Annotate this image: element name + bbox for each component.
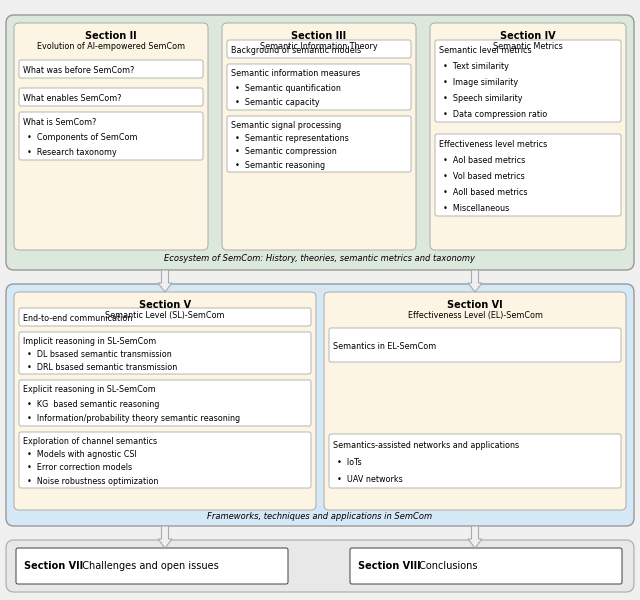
- Text: •  Text similarity: • Text similarity: [443, 62, 509, 71]
- Text: Semantics in EL-SemCom: Semantics in EL-SemCom: [333, 342, 436, 351]
- Text: •  Image similarity: • Image similarity: [443, 78, 518, 87]
- FancyBboxPatch shape: [19, 88, 203, 106]
- Text: Section V: Section V: [139, 300, 191, 310]
- Text: Semantic information measures: Semantic information measures: [231, 69, 360, 78]
- FancyBboxPatch shape: [324, 292, 626, 510]
- Text: •  VoI based metrics: • VoI based metrics: [443, 172, 525, 181]
- Text: •  Data compression ratio: • Data compression ratio: [443, 110, 547, 119]
- FancyBboxPatch shape: [19, 308, 311, 326]
- FancyBboxPatch shape: [19, 432, 311, 488]
- Text: What enables SemCom?: What enables SemCom?: [23, 94, 122, 103]
- Text: •  Miscellaneous: • Miscellaneous: [443, 203, 509, 212]
- Text: •  Speech similarity: • Speech similarity: [443, 94, 522, 103]
- FancyBboxPatch shape: [6, 284, 634, 526]
- Text: Semantic Level (SL)-SemCom: Semantic Level (SL)-SemCom: [105, 311, 225, 320]
- Text: Effectiveness level metrics: Effectiveness level metrics: [439, 140, 547, 149]
- FancyBboxPatch shape: [227, 116, 411, 172]
- Text: Section VIII: Section VIII: [358, 561, 420, 571]
- Text: Semantic signal processing: Semantic signal processing: [231, 121, 341, 130]
- Text: •  Semantic representations: • Semantic representations: [235, 134, 349, 143]
- Text: Section III: Section III: [291, 31, 347, 41]
- Text: End-to-end communication: End-to-end communication: [23, 314, 132, 323]
- Polygon shape: [158, 526, 172, 548]
- FancyBboxPatch shape: [19, 112, 203, 160]
- Polygon shape: [158, 270, 172, 292]
- Text: •  AoII based metrics: • AoII based metrics: [443, 188, 527, 197]
- FancyBboxPatch shape: [6, 540, 634, 592]
- FancyBboxPatch shape: [19, 332, 311, 374]
- Text: Section II: Section II: [85, 31, 137, 41]
- FancyBboxPatch shape: [227, 64, 411, 110]
- FancyBboxPatch shape: [430, 23, 626, 250]
- Polygon shape: [468, 526, 482, 548]
- Text: Explicit reasoning in SL-SemCom: Explicit reasoning in SL-SemCom: [23, 385, 156, 394]
- Text: Semantic level metrics: Semantic level metrics: [439, 46, 532, 55]
- FancyBboxPatch shape: [6, 15, 634, 270]
- Text: •  IoTs: • IoTs: [337, 458, 362, 467]
- Text: Background of semantic models: Background of semantic models: [231, 46, 361, 55]
- Text: •  AoI based metrics: • AoI based metrics: [443, 156, 525, 165]
- FancyBboxPatch shape: [14, 292, 316, 510]
- FancyBboxPatch shape: [19, 60, 203, 78]
- Text: •  Components of SemCom: • Components of SemCom: [27, 133, 138, 142]
- Text: What is SemCom?: What is SemCom?: [23, 118, 97, 127]
- Text: •  Semantic compression: • Semantic compression: [235, 148, 337, 157]
- Text: Implicit reasoning in SL-SemCom: Implicit reasoning in SL-SemCom: [23, 337, 156, 346]
- Text: Conclusions: Conclusions: [416, 561, 477, 571]
- Text: •  DRL bsased semantic transmission: • DRL bsased semantic transmission: [27, 363, 177, 372]
- Text: Section VI: Section VI: [447, 300, 503, 310]
- Text: Effectiveness Level (EL)-SemCom: Effectiveness Level (EL)-SemCom: [408, 311, 543, 320]
- Text: •  Semantic capacity: • Semantic capacity: [235, 98, 319, 107]
- Text: •  UAV networks: • UAV networks: [337, 475, 403, 484]
- Text: Semantics-assisted networks and applications: Semantics-assisted networks and applicat…: [333, 440, 519, 449]
- Text: •  Models with agnostic CSI: • Models with agnostic CSI: [27, 450, 137, 459]
- Text: •  KG  based semantic reasoning: • KG based semantic reasoning: [27, 400, 159, 409]
- Text: Challenges and open issues: Challenges and open issues: [76, 561, 219, 571]
- Text: •  Research taxonomy: • Research taxonomy: [27, 148, 116, 157]
- FancyBboxPatch shape: [435, 134, 621, 216]
- Polygon shape: [468, 270, 482, 292]
- FancyBboxPatch shape: [435, 40, 621, 122]
- Text: Exploration of channel semantics: Exploration of channel semantics: [23, 437, 157, 446]
- Text: Section VII: Section VII: [24, 561, 83, 571]
- Text: •  Semantic reasoning: • Semantic reasoning: [235, 161, 325, 170]
- Text: •  Information/probability theory semantic reasoning: • Information/probability theory semanti…: [27, 414, 240, 423]
- Text: Semantic Metrics: Semantic Metrics: [493, 42, 563, 51]
- FancyBboxPatch shape: [16, 548, 288, 584]
- Text: Evolution of AI-empowered SemCom: Evolution of AI-empowered SemCom: [37, 42, 185, 51]
- Text: What was before SemCom?: What was before SemCom?: [23, 66, 134, 75]
- Text: Ecosystem of SemCom: History, theories, semantic metrics and taxonomy: Ecosystem of SemCom: History, theories, …: [164, 254, 476, 263]
- Text: •  Noise robustness optimization: • Noise robustness optimization: [27, 477, 158, 486]
- FancyBboxPatch shape: [329, 328, 621, 362]
- FancyBboxPatch shape: [19, 380, 311, 426]
- FancyBboxPatch shape: [329, 434, 621, 488]
- Text: •  DL bsased semantic transmission: • DL bsased semantic transmission: [27, 350, 172, 359]
- Text: •  Semantic quantification: • Semantic quantification: [235, 84, 341, 93]
- Text: Frameworks, techniques and applications in SemCom: Frameworks, techniques and applications …: [207, 512, 433, 521]
- Text: Section IV: Section IV: [500, 31, 556, 41]
- FancyBboxPatch shape: [14, 23, 208, 250]
- FancyBboxPatch shape: [222, 23, 416, 250]
- FancyBboxPatch shape: [227, 40, 411, 58]
- Text: •  Error correction models: • Error correction models: [27, 463, 132, 472]
- FancyBboxPatch shape: [350, 548, 622, 584]
- Text: Semantic Information Theory: Semantic Information Theory: [260, 42, 378, 51]
